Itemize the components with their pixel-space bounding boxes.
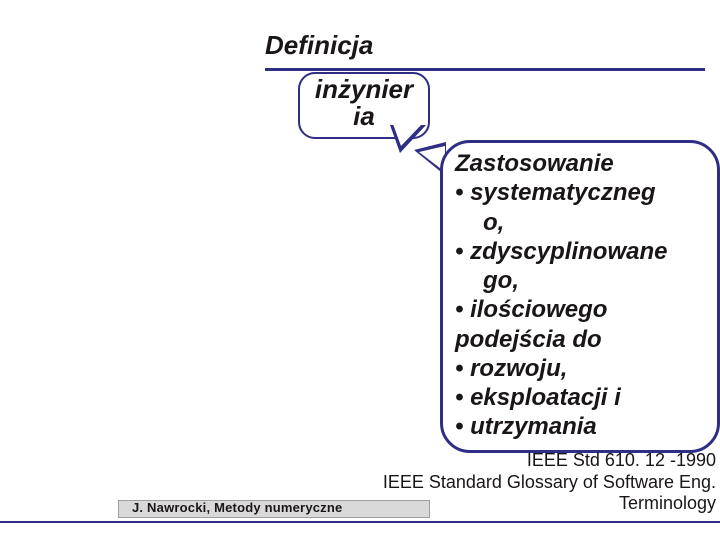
big-l0: Zastosowanie xyxy=(455,149,713,178)
citation-l2: IEEE Standard Glossary of Software Eng. xyxy=(383,472,716,494)
citation-l3: Terminology xyxy=(383,493,716,515)
big-l4: go, xyxy=(455,266,713,295)
citation-l1: IEEE Std 610. 12 -1990 xyxy=(383,450,716,472)
big-l2: o, xyxy=(455,208,713,237)
slide-title: Definicja xyxy=(265,30,373,61)
callout-small-line2: ia xyxy=(353,101,375,131)
footer-text: J. Nawrocki, Metody numeryczne xyxy=(132,500,342,515)
big-l7: • rozwoju, xyxy=(455,354,713,383)
big-l3: • zdyscyplinowane xyxy=(455,237,713,266)
big-l9: • utrzymania xyxy=(455,412,713,441)
callout-big: Zastosowanie • systematyczneg o, • zdysc… xyxy=(440,140,720,453)
big-l6: podejścia do xyxy=(455,325,713,354)
slide: Definicja inżynier ia Zastosowanie • sys… xyxy=(0,0,720,540)
callout-small-line1: inżynier xyxy=(315,74,413,104)
title-rule xyxy=(265,68,705,71)
footer-rule xyxy=(0,521,720,523)
big-l1: • systematyczneg xyxy=(455,178,713,207)
big-l5: • ilościowego xyxy=(455,295,713,324)
citation: IEEE Std 610. 12 -1990 IEEE Standard Glo… xyxy=(383,450,716,515)
big-l8: • eksploatacji i xyxy=(455,383,713,412)
